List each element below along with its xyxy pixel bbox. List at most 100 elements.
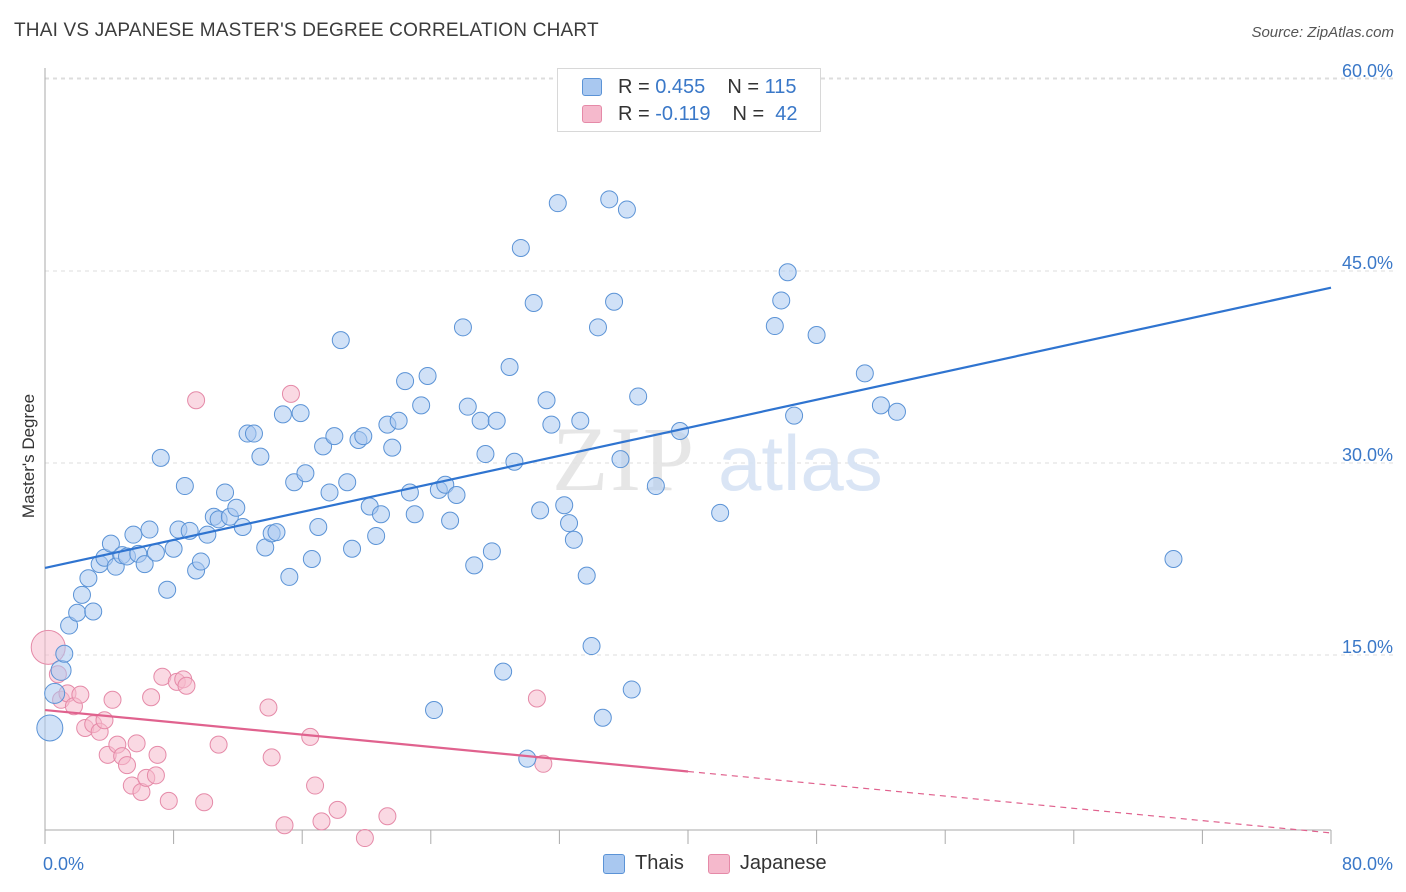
x-tick-label: 80.0% xyxy=(1342,854,1393,874)
thai-point xyxy=(711,503,730,522)
legend-n-label: N = xyxy=(727,75,759,98)
thai-point xyxy=(518,749,537,768)
japanese-point xyxy=(527,689,546,708)
japanese-points xyxy=(30,384,553,848)
japanese-point xyxy=(306,776,325,795)
stats-legend: R = 0.455 N = 115 R = -0.119 N = 42 xyxy=(557,68,821,132)
thai-point xyxy=(251,447,270,466)
thai-point xyxy=(600,190,619,209)
thai-point xyxy=(548,194,567,213)
japanese-point xyxy=(262,748,281,767)
watermark-atlas: atlas xyxy=(718,419,883,507)
thai-point xyxy=(571,411,590,430)
thai-point xyxy=(524,294,543,312)
thai-trendline xyxy=(44,286,1332,570)
japanese-point xyxy=(275,816,294,835)
thai-point xyxy=(79,569,98,588)
thai-point xyxy=(412,396,431,415)
thai-point xyxy=(101,534,120,553)
thai-point xyxy=(418,366,437,385)
thai-point xyxy=(772,291,791,310)
japanese-trendline xyxy=(44,708,689,773)
axes xyxy=(44,68,1332,844)
legend-r-label: R = xyxy=(618,102,650,125)
thai-swatch xyxy=(582,78,602,96)
thai-point xyxy=(465,556,484,575)
thai-point xyxy=(560,514,579,533)
thai-point xyxy=(244,424,263,443)
japanese-legend-swatch xyxy=(707,853,730,874)
japanese-point xyxy=(148,745,167,764)
thai-point xyxy=(44,682,66,704)
thai-point xyxy=(338,473,357,492)
japanese-n-value: 42 xyxy=(775,102,798,125)
japanese-point xyxy=(103,690,122,709)
thai-point xyxy=(605,292,624,311)
thai-point xyxy=(320,483,339,502)
thai-point xyxy=(227,498,246,517)
thai-point xyxy=(646,477,665,496)
japanese-point xyxy=(534,754,553,773)
thai-point xyxy=(296,464,315,483)
thai-point xyxy=(267,523,286,542)
thai-point xyxy=(447,486,466,504)
thai-point xyxy=(389,411,408,430)
thai-point xyxy=(36,714,64,742)
thai-point xyxy=(140,520,159,539)
grid-lines xyxy=(45,77,1394,656)
legend-label-japanese: Japanese xyxy=(739,852,827,874)
thai-point xyxy=(396,372,415,391)
thai-point xyxy=(807,326,826,344)
thai-point xyxy=(151,448,170,467)
thai-point xyxy=(216,483,235,502)
japanese-point xyxy=(187,391,206,410)
thai-point xyxy=(855,364,874,383)
thai-point xyxy=(453,318,472,337)
legend-n-label: N = xyxy=(732,102,765,125)
thai-point xyxy=(494,662,513,681)
thai-point xyxy=(555,496,574,515)
thai-point xyxy=(383,438,402,457)
japanese-point xyxy=(142,688,161,707)
thai-point xyxy=(629,387,648,406)
thai-point xyxy=(425,701,444,720)
thai-point xyxy=(367,526,386,545)
thai-point xyxy=(280,567,299,586)
legend-item-japanese[interactable]: Japanese xyxy=(707,852,827,875)
japanese-point xyxy=(127,734,146,753)
japanese-point xyxy=(259,698,278,717)
thai-point xyxy=(471,411,490,430)
thai-point xyxy=(146,543,165,562)
thai-point xyxy=(871,396,890,415)
thai-point xyxy=(531,501,550,520)
thai-n-value: 115 xyxy=(764,75,797,98)
thai-point xyxy=(487,411,506,430)
japanese-point xyxy=(355,829,374,848)
y-tick-label: 30.0% xyxy=(1342,445,1393,465)
series-legend: Thais Japanese xyxy=(603,852,851,875)
japanese-point xyxy=(159,791,178,810)
thai-point xyxy=(564,530,583,549)
thai-point xyxy=(164,539,183,558)
thai-point xyxy=(476,445,495,464)
thai-point xyxy=(302,550,321,568)
thai-point xyxy=(785,406,804,425)
y-axis-label: Master's Degree xyxy=(19,394,38,518)
thai-point xyxy=(273,405,292,424)
thai-point xyxy=(887,402,906,421)
japanese-point xyxy=(71,685,90,704)
chart-title: THAI VS JAPANESE MASTER'S DEGREE CORRELA… xyxy=(14,20,599,41)
thai-point xyxy=(511,238,530,257)
japanese-point xyxy=(209,735,228,754)
thai-point xyxy=(1164,550,1183,568)
thai-point xyxy=(577,566,596,585)
thai-point xyxy=(354,427,373,446)
japanese-trendline-extension xyxy=(687,770,1332,834)
legend-item-thais[interactable]: Thais xyxy=(603,852,684,875)
watermark: ZIP atlas xyxy=(552,408,883,510)
thai-point xyxy=(158,580,177,599)
japanese-point xyxy=(195,793,214,812)
thai-point xyxy=(458,397,477,416)
thai-point xyxy=(778,263,797,282)
legend-row-japanese: R = -0.119 N = 42 xyxy=(582,102,798,126)
